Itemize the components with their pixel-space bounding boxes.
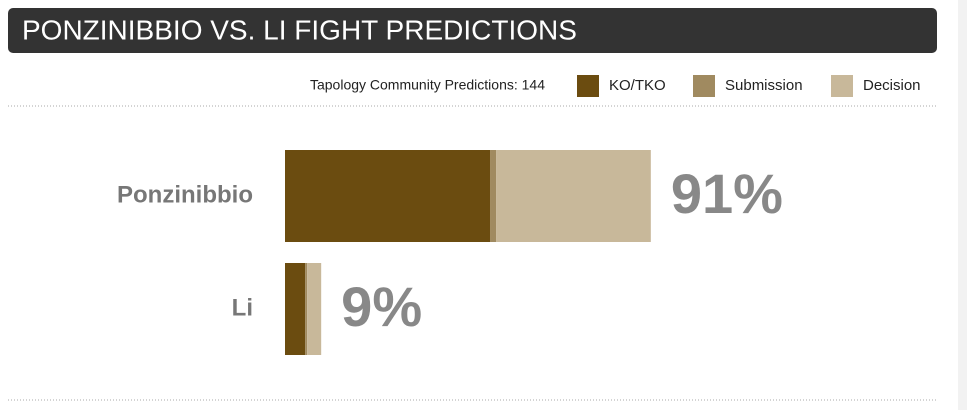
title-bar xyxy=(8,8,937,53)
subtitle: Tapology Community Predictions: 144 xyxy=(310,77,545,93)
legend-swatch xyxy=(577,75,599,97)
total-label: 91% xyxy=(671,162,783,225)
bar-segment xyxy=(285,150,491,242)
category-label: Li xyxy=(232,294,253,321)
bar-segment xyxy=(305,263,308,355)
bar-segment xyxy=(285,263,306,355)
bar-segment xyxy=(307,263,322,355)
total-label: 9% xyxy=(341,275,422,338)
bar-segment xyxy=(490,150,497,242)
scrollbar xyxy=(958,0,967,410)
chart-title: PONZINIBBIO VS. LI FIGHT PREDICTIONS xyxy=(22,14,577,45)
legend-swatch xyxy=(831,75,853,97)
bar-segment xyxy=(496,150,651,242)
category-label: Ponzinibbio xyxy=(117,181,253,208)
legend-label: KO/TKO xyxy=(609,77,666,94)
legend-label: Submission xyxy=(725,77,803,94)
legend-label: Decision xyxy=(863,77,921,94)
legend-swatch xyxy=(693,75,715,97)
